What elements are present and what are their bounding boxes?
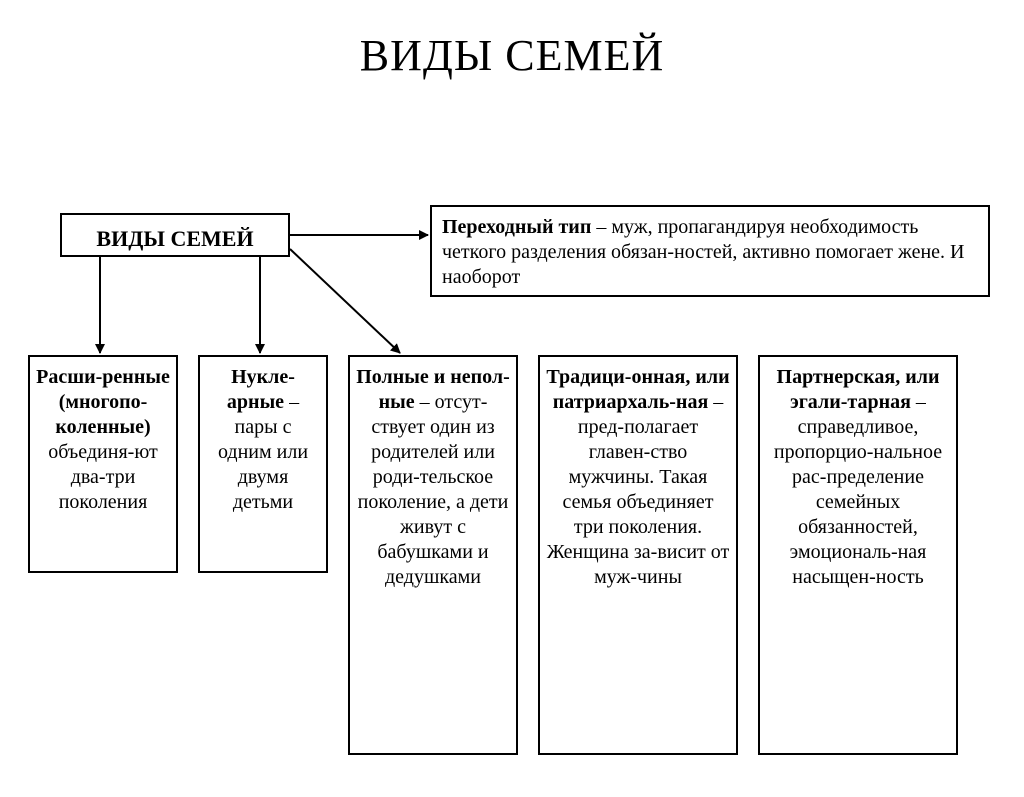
col4-node: Традици-онная, или патриархаль-ная – пре… [538,355,738,755]
col3-rest: – отсут-ствует один из родителей или род… [358,391,509,588]
main-node: ВИДЫ СЕМЕЙ [60,213,290,257]
edge-main-col3 [290,249,400,353]
main-node-label: ВИДЫ СЕМЕЙ [96,226,253,251]
transitional-bold: Переходный тип [442,216,591,238]
transitional-node: Переходный тип – муж, пропагандируя необ… [430,205,990,297]
family-types-diagram: ВИДЫ СЕМЕЙ Переходный тип – муж, пропага… [0,205,1024,785]
col5-node: Партнерская, или эгали-тарная – справедл… [758,355,958,755]
col4-bold: Традици-онная, или патриархаль-ная [546,366,729,413]
col1-rest: объединя-ют два-три поколения [48,441,158,513]
page-title: ВИДЫ СЕМЕЙ [0,30,1024,81]
col1-node: Расши-ренные (многопо-коленные) объединя… [28,355,178,573]
col5-rest: – справедливое, пропорцио-нальное рас-пр… [774,391,942,588]
col3-node: Полные и непол-ные – отсут-ствует один и… [348,355,518,755]
col4-rest: – пред-полагает главен-ство мужчины. Так… [547,391,730,588]
col1-bold: Расши-ренные (многопо-коленные) [36,366,170,438]
col2-node: Нукле-арные – пары с одним или двумя дет… [198,355,328,573]
